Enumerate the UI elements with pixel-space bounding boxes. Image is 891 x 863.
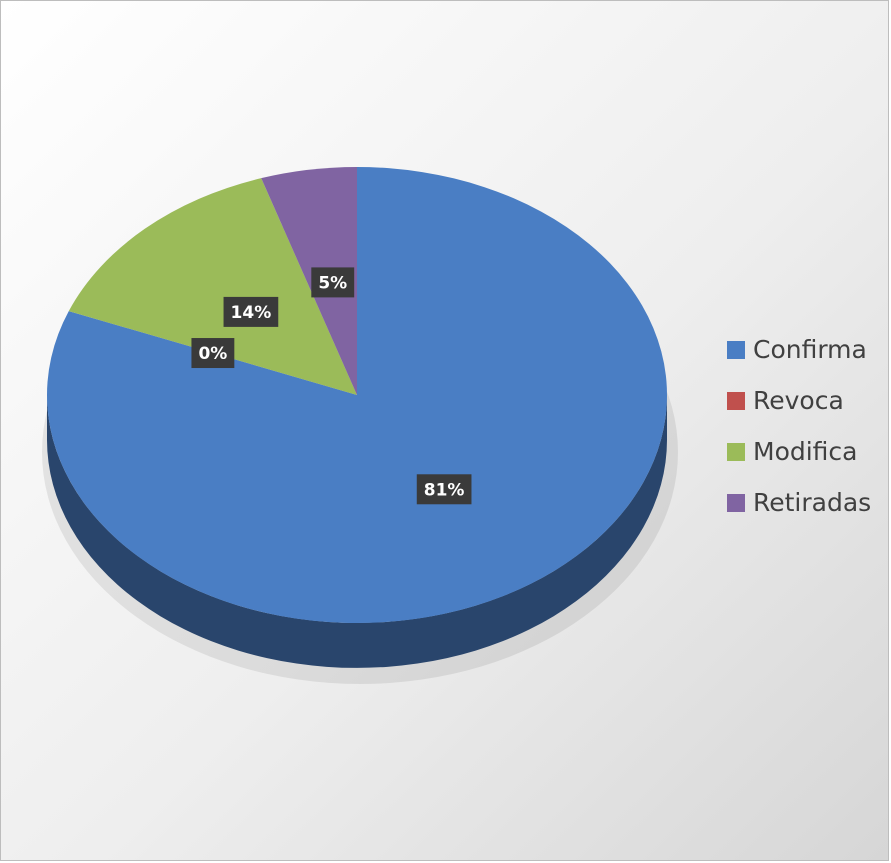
legend-swatch [727, 443, 745, 461]
data-label: 5% [318, 273, 347, 293]
legend-label: Revoca [753, 386, 844, 415]
legend-swatch [727, 392, 745, 410]
legend-swatch [727, 494, 745, 512]
pie-slice [68, 178, 357, 395]
data-label-box [416, 474, 472, 505]
legend-swatch [727, 341, 745, 359]
data-label-box [223, 296, 279, 327]
pie-side [47, 395, 667, 668]
legend-label: Retiradas [753, 488, 871, 517]
data-label: 14% [231, 303, 272, 323]
legend-label: Modifica [753, 437, 858, 466]
data-label-box [191, 338, 235, 369]
pie-slice [261, 167, 357, 395]
legend-label: Confirma [753, 335, 867, 364]
data-label-box [311, 267, 355, 298]
data-label: 0% [198, 344, 227, 364]
data-label: 81% [424, 480, 465, 500]
pie-slice [47, 167, 668, 624]
